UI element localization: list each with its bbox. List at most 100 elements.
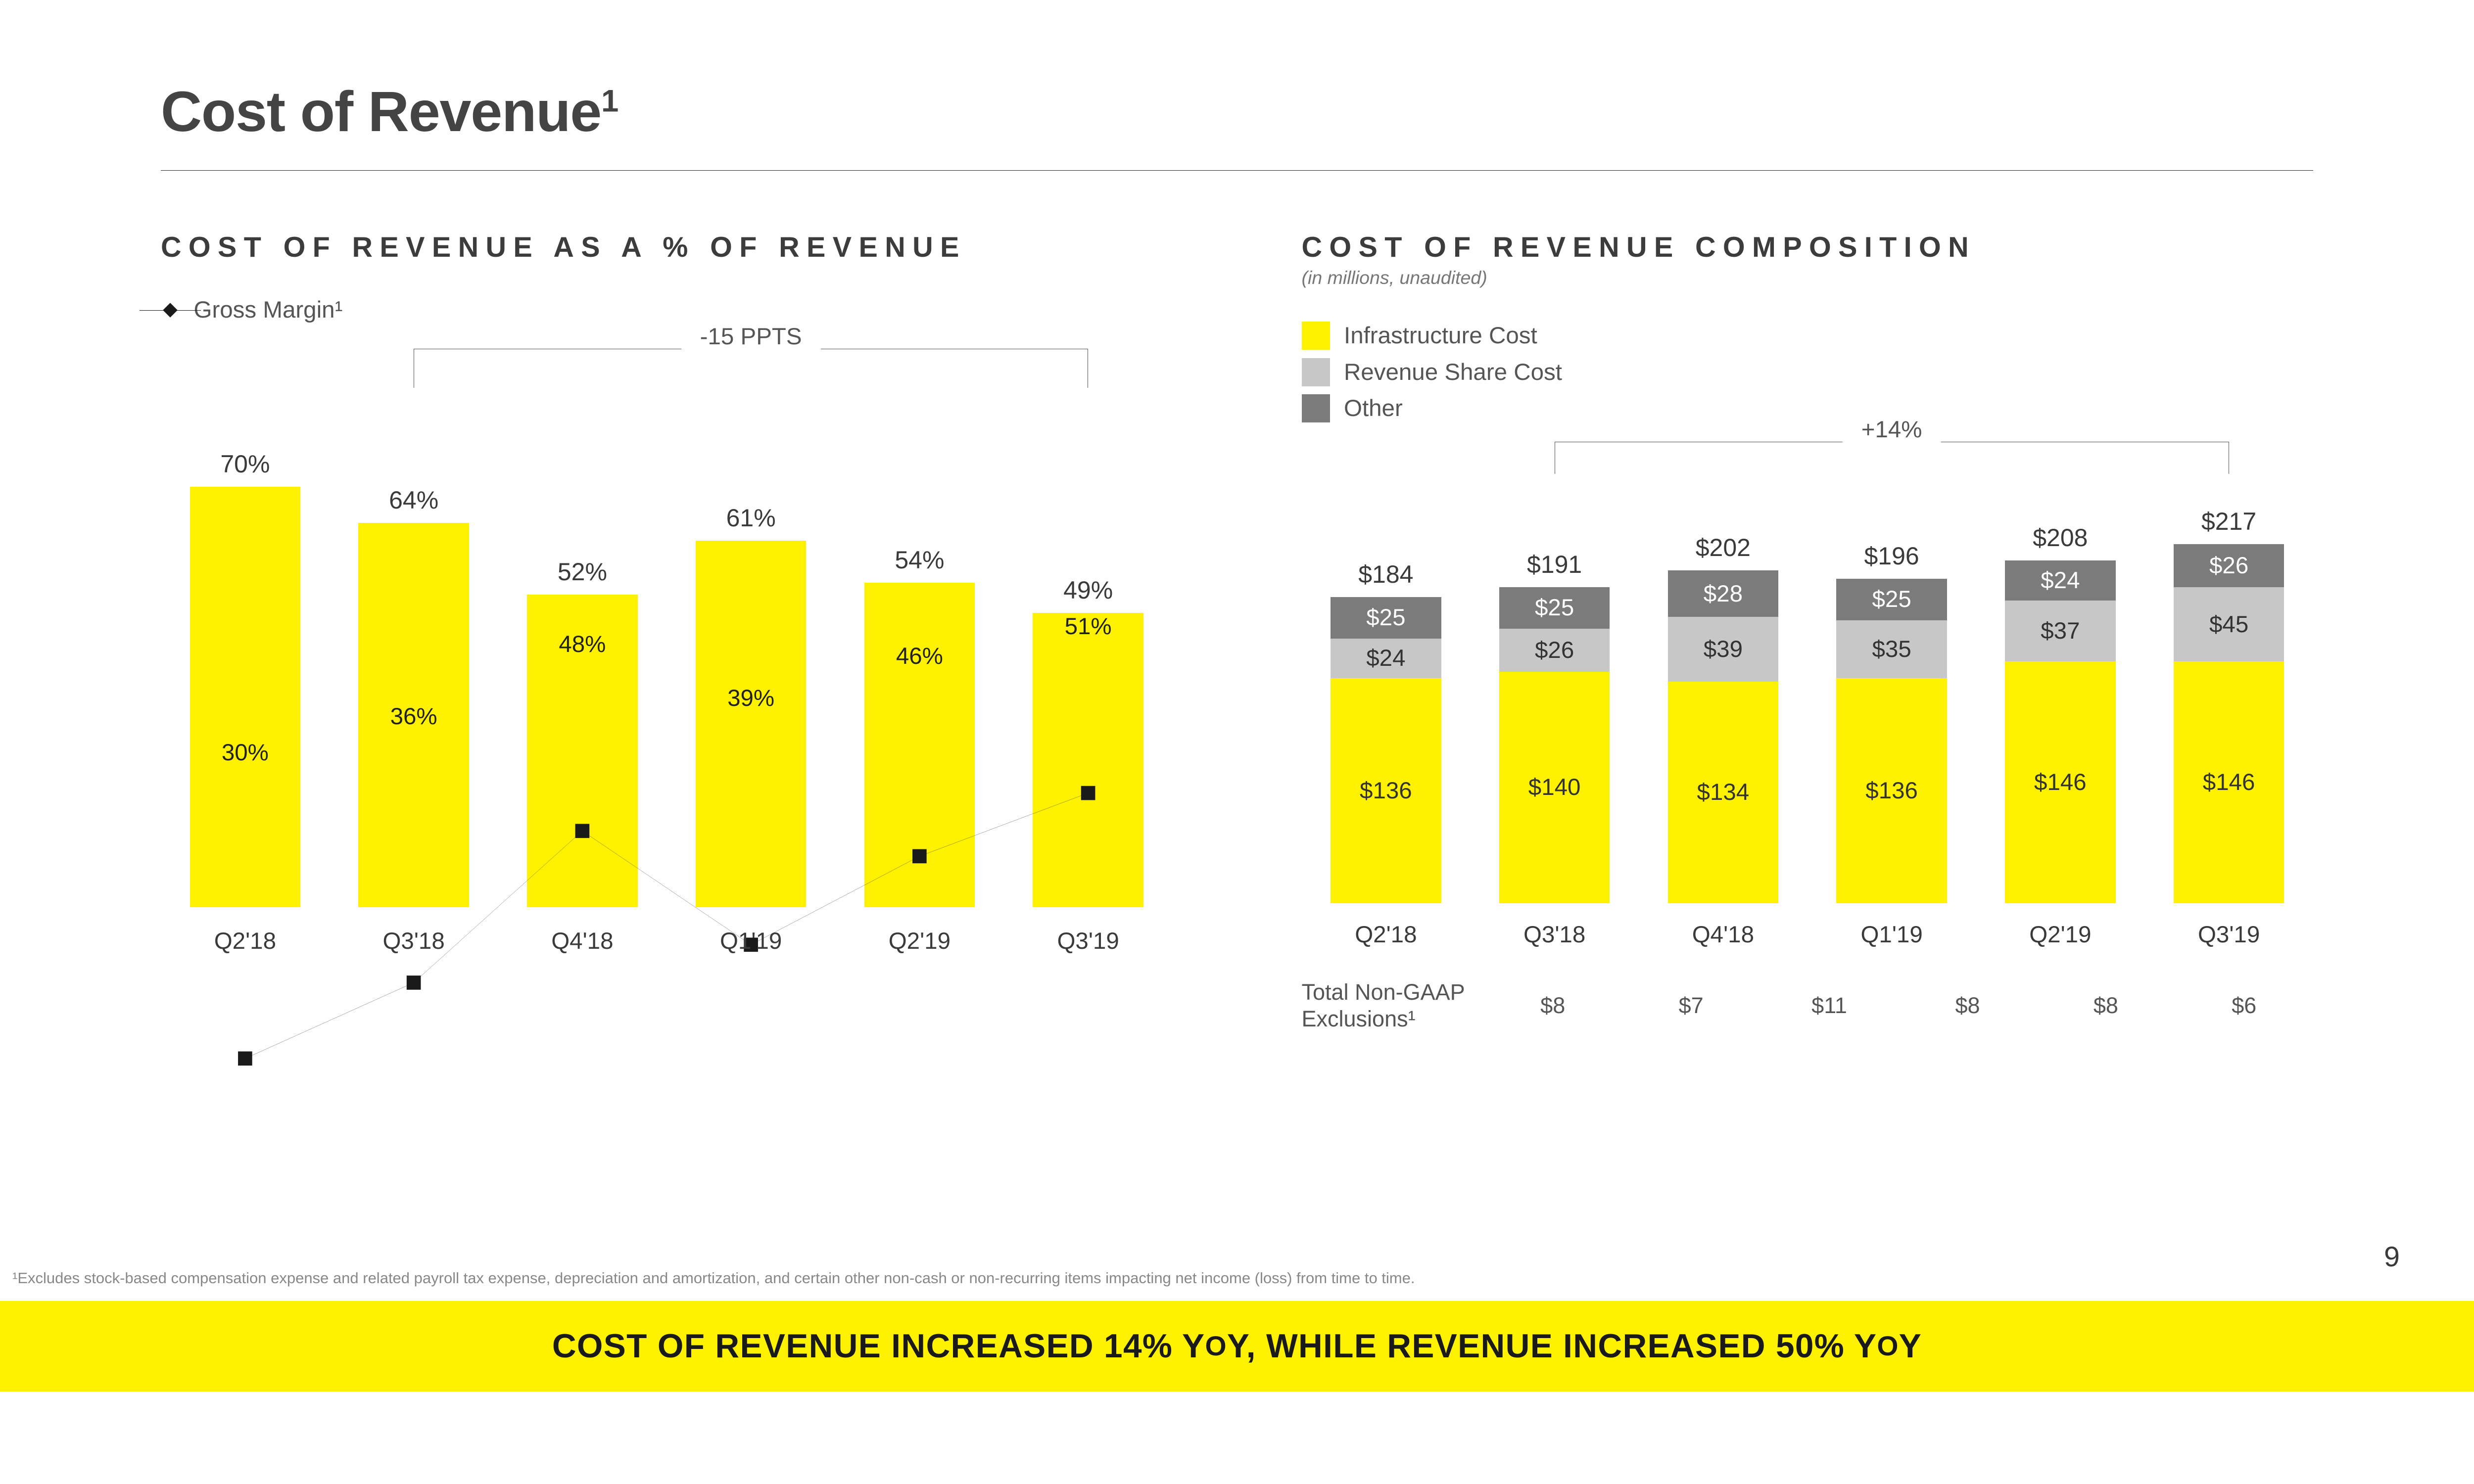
chart2-bars: $136$24$25$184$140$26$25$191$134$39$28$2… — [1302, 506, 2314, 903]
banner-text-part: Y — [1899, 1327, 1922, 1365]
stacked-bar: $140$26$25$191 — [1499, 587, 1610, 903]
exclusions-label: Total Non-GAAP Exclusions¹ — [1302, 979, 1484, 1032]
legend-gross-margin: Gross Margin¹ — [161, 296, 1173, 324]
chart1: -15 PPTS 70%64%52%61%54%49% 30%36%48%39%… — [161, 335, 1173, 985]
x-tick: Q4'18 — [1639, 914, 1808, 968]
exclusion-value: $8 — [1899, 993, 2037, 1019]
exclusion-value: $6 — [2175, 993, 2313, 1019]
exclusion-value: $11 — [1760, 993, 1898, 1019]
line-point-label: 46% — [896, 643, 943, 670]
bar-total-label: $184 — [1331, 560, 1441, 589]
slide: Cost of Revenue1 COST OF REVENUE AS A % … — [0, 0, 2474, 1391]
legend-label: Gross Margin¹ — [194, 296, 343, 324]
bar-segment: $26 — [2174, 544, 2284, 587]
bar-segment: $136 — [1331, 678, 1441, 903]
bar-segment: $140 — [1499, 672, 1610, 904]
bar-segment: $25 — [1331, 597, 1441, 639]
legend-label: Revenue Share Cost — [1344, 359, 1562, 386]
bar-segment: $26 — [1499, 629, 1610, 672]
columns: COST OF REVENUE AS A % OF REVENUE Gross … — [161, 231, 2313, 1097]
chart1-bracket: -15 PPTS — [414, 349, 1088, 388]
line-point-label: 48% — [559, 631, 606, 658]
right-column: COST OF REVENUE COMPOSITION (in millions… — [1302, 231, 2314, 1097]
stacked-bar: $146$37$24$208 — [2005, 560, 2116, 903]
exclusion-value: $8 — [2037, 993, 2175, 1019]
title-sup: 1 — [601, 84, 618, 119]
bar-slot: $140$26$25 $191 — [1485, 506, 1623, 903]
x-tick: Q2'18 — [161, 920, 330, 985]
bar-segment: $39 — [1668, 617, 1779, 682]
chart1-line-labels: 30% 36% 48% 39% 46% 51% — [161, 426, 1173, 907]
bar-segment: $136 — [1836, 678, 1947, 903]
banner-text-part: COST OF REVENUE INCREASED 14% Y — [552, 1327, 1205, 1365]
stacked-bar: $146$45$26$217 — [2174, 544, 2284, 903]
bar-total-label: $217 — [2174, 507, 2284, 536]
x-tick: Q3'19 — [2144, 914, 2313, 968]
chart1-subtitle: COST OF REVENUE AS A % OF REVENUE — [161, 231, 1173, 264]
x-tick: Q3'19 — [1004, 920, 1173, 985]
bar-total-label: $202 — [1668, 533, 1779, 562]
left-column: COST OF REVENUE AS A % OF REVENUE Gross … — [161, 231, 1173, 1097]
title-text: Cost of Revenue — [161, 80, 601, 143]
legend-item: Infrastructure Cost — [1302, 322, 2314, 350]
chart1-plot: 70%64%52%61%54%49% 30%36%48%39%46%51% — [161, 426, 1173, 907]
chart1-legend: Gross Margin¹ — [161, 296, 1173, 324]
bar-segment: $25 — [1836, 579, 1947, 620]
stacked-bar: $136$24$25$184 — [1331, 597, 1441, 903]
line-point-label: 39% — [727, 685, 774, 712]
bar-slot: $136$24$25 $184 — [1317, 506, 1455, 903]
line-point-label: 51% — [1065, 612, 1112, 640]
bar-segment: $24 — [1331, 639, 1441, 678]
title-rule — [161, 170, 2313, 171]
legend-swatch — [1302, 358, 1330, 386]
line-point-label: 36% — [390, 702, 437, 730]
bar-segment: $146 — [2174, 661, 2284, 903]
legend-swatch — [1302, 394, 1330, 422]
x-tick: Q3'18 — [1470, 914, 1639, 968]
banner-text-part: Y, WHILE REVENUE INCREASED 50% Y — [1227, 1327, 1877, 1365]
chart2-xaxis: Q2'18Q3'18Q4'18Q1'19Q2'19Q3'19 — [1302, 914, 2314, 968]
chart2-plot: $136$24$25$184$140$26$25$191$134$39$28$2… — [1302, 506, 2314, 903]
bar-segment: $24 — [2005, 560, 2116, 600]
chart2: +14% $136$24$25$184$140$26$25$191$134$39… — [1302, 431, 2314, 968]
legend-item: Revenue Share Cost — [1302, 358, 2314, 386]
chart1-xaxis: Q2'18Q3'18Q4'18Q1'19Q2'19Q3'19 — [161, 920, 1173, 985]
bar-segment: $28 — [1668, 570, 1779, 617]
bar-total-label: $208 — [2005, 523, 2116, 552]
x-tick: Q1'19 — [1808, 914, 1976, 968]
bar-slot: $146$37$24$208 — [1991, 506, 2129, 903]
bar-slot: $146$45$26 $217 — [2160, 506, 2298, 903]
bar-total-label: $191 — [1499, 550, 1610, 579]
x-tick: Q2'19 — [835, 920, 1004, 985]
x-tick: Q2'19 — [1976, 914, 2145, 968]
page-title: Cost of Revenue1 — [161, 79, 2313, 144]
banner-text-part: O — [1877, 1330, 1899, 1362]
page-number: 9 — [2384, 1241, 2400, 1273]
exclusion-value: $7 — [1622, 993, 1760, 1019]
chart2-bracket: +14% — [1555, 442, 2229, 474]
bar-total-label: $196 — [1836, 542, 1947, 570]
bar-segment: $134 — [1668, 682, 1779, 903]
diamond-marker-icon — [161, 301, 180, 320]
legend-swatch — [1302, 322, 1330, 350]
legend-label: Other — [1344, 395, 1403, 422]
line-point-label: 30% — [222, 739, 269, 766]
stacked-bar: $136$35$25$196 — [1836, 579, 1947, 903]
legend-label: Infrastructure Cost — [1344, 322, 1537, 349]
chart2-subtitle: COST OF REVENUE COMPOSITION — [1302, 231, 2314, 264]
exclusion-value: $8 — [1484, 993, 1622, 1019]
banner-text-part: O — [1205, 1330, 1227, 1362]
x-tick: Q1'19 — [666, 920, 835, 985]
bar-segment: $35 — [1836, 620, 1947, 678]
bar-segment: $45 — [2174, 587, 2284, 662]
bar-slot: $136$35$25 $196 — [1822, 506, 1960, 903]
chart2-note: (in millions, unaudited) — [1302, 267, 2314, 288]
footnote: ¹Excludes stock-based compensation expen… — [12, 1269, 1415, 1287]
bottom-banner: COST OF REVENUE INCREASED 14% YOY, WHILE… — [0, 1301, 2474, 1391]
chart1-bracket-label: -15 PPTS — [681, 323, 821, 350]
x-tick: Q4'18 — [498, 920, 667, 985]
exclusions-row: Total Non-GAAP Exclusions¹ $8$7$11$8$8$6 — [1302, 979, 2314, 1032]
chart2-bracket-label: +14% — [1843, 416, 1941, 443]
bar-segment: $25 — [1499, 587, 1610, 629]
legend-item: Other — [1302, 394, 2314, 422]
